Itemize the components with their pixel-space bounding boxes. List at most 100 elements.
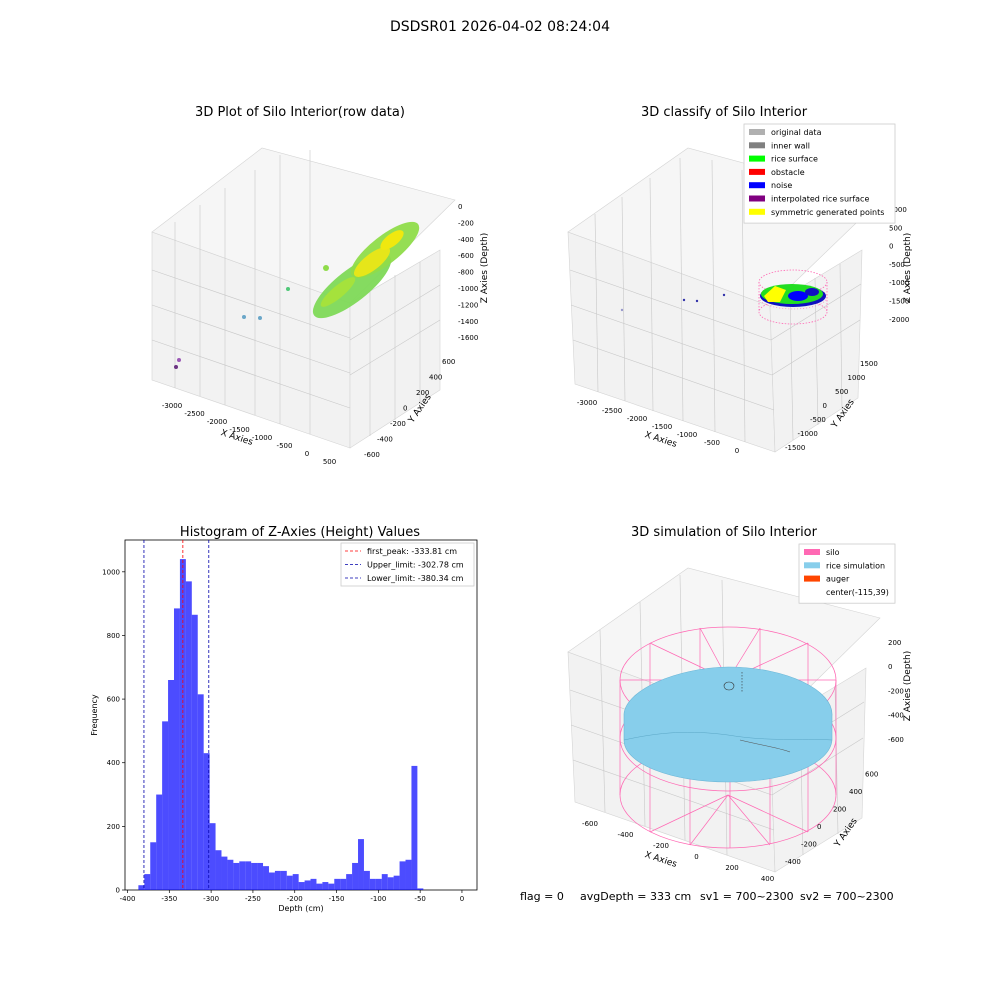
raw-z-tick-label: -800 [458, 269, 474, 277]
histogram-bar [375, 878, 382, 890]
figure-suptitle: DSDSR01 2026-04-02 08:24:04 [390, 19, 610, 35]
raw-z-tick-label: -1400 [458, 318, 478, 326]
histogram-bar [221, 856, 228, 890]
classify-z-tick-label: -500 [889, 261, 905, 269]
sim-legend-item-swatch [804, 549, 820, 555]
classify-y-tick-label: -1500 [785, 444, 805, 452]
sim-z-tick-label: -400 [888, 712, 904, 720]
classify-z-tick-label: 1000 [889, 206, 907, 214]
histogram-y-tick-label: 400 [107, 759, 120, 767]
sim-legend-item-swatch [804, 562, 820, 569]
classify-x-tick-label: -3000 [577, 399, 597, 407]
raw-y-tick-label: 400 [429, 374, 442, 382]
raw-x-tick-label: -2000 [207, 418, 227, 426]
histogram-bar [405, 859, 412, 890]
sim-y-tick-label: 400 [849, 788, 862, 796]
classify-legend-item-label: noise [771, 181, 792, 190]
histogram-bar [245, 861, 252, 890]
classify-plot-title: 3D classify of Silo Interior [641, 105, 808, 120]
simulation-3d-plot: 3D simulation of Silo Interior [567, 525, 913, 883]
histogram-bar [227, 859, 234, 890]
histogram-bar [298, 882, 305, 890]
classify-legend-item-swatch [749, 195, 765, 202]
histogram-bar [239, 861, 246, 890]
classify-legend-item-label: inner wall [771, 141, 810, 150]
raw-y-tick-label: -200 [390, 420, 406, 428]
status-sv1: sv1 = 700~2300 [700, 890, 794, 903]
histogram-bar [340, 878, 347, 890]
classify-x-tick-label: 0 [735, 447, 739, 455]
simulation-legend: silo rice simulation auger center(-115,39) [798, 543, 896, 604]
histogram-bar [268, 872, 275, 890]
histogram-legend-label: Upper_limit: -302.78 cm [367, 560, 464, 569]
raw-z-tick-label: -1200 [458, 301, 478, 309]
histogram-y-ticks: 0 200 400 600 800 1000 [102, 568, 125, 895]
classify-x-label: X Axies [643, 430, 678, 450]
classify-legend-item-label: obstacle [771, 168, 805, 177]
histogram-bar [162, 721, 169, 890]
histogram-x-tick-label: -50 [414, 895, 425, 903]
sim-x-label: X Axies [643, 850, 678, 870]
classify-legend-item-swatch [749, 155, 765, 162]
histogram-bar [411, 765, 418, 890]
classify-y-tick-label: 500 [835, 388, 848, 396]
classify-x-ticks: -3000 -2500 -2000 -1500 -1000 -500 0 [577, 399, 739, 455]
simulation-plot-title: 3D simulation of Silo Interior [631, 525, 818, 540]
histogram-bar [179, 559, 186, 890]
histogram-bar [233, 862, 240, 890]
classify-z-tick-label: 500 [889, 224, 902, 232]
classify-z-tick-label: -2000 [889, 316, 909, 324]
raw-x-tick-label: 500 [323, 458, 336, 466]
histogram-bar [346, 874, 353, 890]
histogram-x-tick-label: -400 [120, 895, 136, 903]
classify-z-tick-label: -1000 [889, 279, 909, 287]
raw-x-tick-label: 0 [305, 450, 309, 458]
raw-y-tick-label: 0 [403, 405, 407, 413]
histogram-y-label: Frequency [90, 694, 99, 736]
classify-legend-item-swatch [749, 208, 765, 215]
histogram-bar [399, 861, 406, 890]
raw-x-tick-label: -1500 [229, 426, 249, 434]
sim-legend-item-swatch [804, 575, 820, 582]
sim-y-tick-label: -200 [801, 841, 817, 849]
classify-legend-item-swatch [749, 182, 765, 189]
raw-y-tick-label: -600 [364, 451, 380, 459]
classify-legend-item-label: original data [771, 128, 822, 137]
histogram-y-tick-label: 0 [116, 887, 120, 895]
histogram-bar [292, 874, 299, 890]
histogram-x-tick-label: -100 [370, 895, 386, 903]
histogram-bar [334, 878, 341, 890]
sim-x-ticks: -600 -400 -200 0 200 400 [582, 820, 774, 883]
histogram-bar [363, 870, 370, 890]
classify-legend-item-label: interpolated rice surface [771, 195, 869, 204]
histogram-y-tick-label: 800 [107, 632, 120, 640]
histogram-bar [352, 862, 359, 890]
raw-y-tick-label: -400 [377, 436, 393, 444]
raw-z-tick-label: -200 [458, 219, 474, 227]
classify-x-tick-label: -2500 [602, 407, 622, 415]
sim-x-tick-label: -600 [582, 820, 598, 828]
raw-z-tick-label: 0 [458, 203, 462, 211]
histogram-y-tick-label: 1000 [102, 568, 120, 576]
raw-x-tick-label: -1000 [252, 434, 272, 442]
raw-z-tick-label: -1600 [458, 334, 478, 342]
histogram-bar [369, 878, 376, 890]
histogram-bar [191, 614, 198, 890]
histogram-legend-frame [340, 542, 475, 587]
sim-y-tick-label: 0 [817, 823, 821, 831]
histogram-x-label: Depth (cm) [278, 904, 323, 913]
histogram-bars [138, 559, 424, 890]
histogram-reference-lines [143, 540, 210, 890]
histogram-chart: Histogram of Z-Axies (Height) Values -40… [90, 525, 478, 913]
histogram-x-ticks: -400 -350 -300 -250 -200 -150 -100 -50 0 [120, 890, 464, 903]
raw-x-tick-label: -2500 [184, 410, 204, 418]
histogram-y-tick-label: 200 [107, 823, 120, 831]
histogram-bar [144, 874, 151, 890]
histogram-y-tick-label: 600 [107, 696, 120, 704]
histogram-x-tick-label: -300 [203, 895, 219, 903]
classify-y-tick-label: 1500 [860, 360, 878, 368]
histogram-bar [387, 877, 394, 890]
classify-legend-item-frame [743, 123, 896, 224]
